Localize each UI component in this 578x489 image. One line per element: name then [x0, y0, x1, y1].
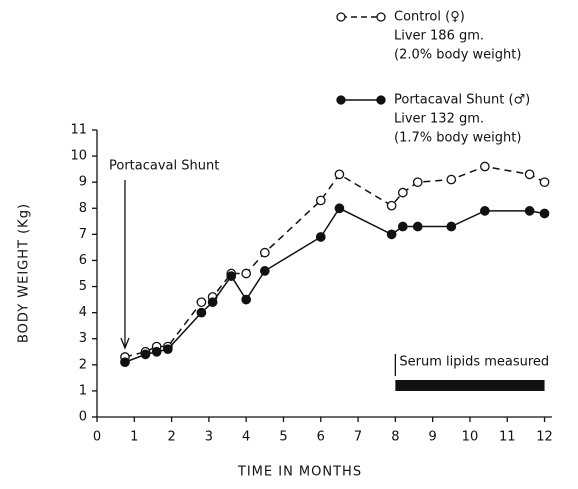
point: [397, 221, 408, 232]
y-tick-label: 10: [70, 149, 87, 164]
y-tick-label: 1: [79, 383, 87, 398]
point: [524, 169, 535, 180]
legend-note: Liver 186 gm.: [394, 29, 484, 44]
x-tick-label: 8: [391, 430, 399, 445]
point: [241, 268, 252, 279]
y-tick-label: 7: [79, 227, 87, 242]
x-tick-label: 2: [167, 430, 175, 445]
x-tick-label: 11: [499, 430, 516, 445]
arrow-head: [120, 337, 130, 350]
x-tick-label: 0: [93, 430, 101, 445]
point: [120, 357, 130, 368]
y-tick-label: 8: [79, 201, 87, 216]
legend-marker: [376, 12, 386, 22]
x-axis-label: TIME IN MONTHS: [237, 465, 362, 480]
legend-marker: [336, 95, 346, 105]
point: [196, 307, 207, 318]
x-tick-label: 12: [536, 430, 553, 445]
x-tick-label: 3: [205, 430, 213, 445]
x-tick-label: 7: [354, 430, 362, 445]
series-line: [124, 207, 545, 363]
point: [151, 346, 162, 357]
y-tick-label: 11: [70, 123, 87, 138]
y-tick-label: 0: [79, 410, 87, 425]
y-tick-label: 6: [79, 253, 87, 268]
point: [446, 221, 457, 232]
legend-note: Liver 132 gm.: [394, 112, 484, 127]
x-tick-label: 6: [317, 430, 325, 445]
point: [524, 206, 535, 216]
x-tick-label: 10: [462, 430, 479, 445]
point: [397, 187, 408, 198]
point: [480, 161, 490, 172]
point: [539, 177, 550, 188]
point: [259, 266, 270, 276]
point: [334, 169, 345, 180]
legend-note: (2.0% body weight): [394, 48, 521, 63]
annotation-bar: [395, 380, 545, 391]
legend-label: Portacaval Shunt (♂): [394, 93, 530, 108]
point: [412, 177, 423, 188]
legend-marker: [376, 95, 386, 105]
point: [386, 229, 397, 240]
point: [539, 208, 550, 219]
x-tick-label: 5: [279, 430, 287, 445]
point: [140, 349, 151, 360]
annotation: Serum lipids measured: [399, 355, 549, 370]
point: [226, 271, 237, 281]
y-tick-label: 3: [79, 331, 87, 346]
y-tick-label: 9: [79, 175, 87, 190]
legend-marker: [336, 12, 346, 22]
point: [259, 247, 270, 258]
point: [315, 195, 326, 206]
point: [412, 221, 423, 232]
legend-label: Control (♀): [394, 10, 465, 25]
point: [386, 200, 397, 211]
legend-note: (1.7% body weight): [394, 131, 521, 146]
point: [315, 232, 326, 242]
x-tick-label: 1: [130, 430, 138, 445]
x-tick-label: 4: [242, 430, 250, 445]
point: [207, 297, 218, 308]
y-axis-label: BODY WEIGHT (Kg): [17, 203, 32, 343]
y-tick-label: 5: [79, 279, 87, 294]
point: [241, 294, 252, 305]
point: [446, 174, 457, 185]
point: [163, 344, 173, 355]
y-tick-label: 2: [79, 357, 87, 372]
x-tick-label: 9: [429, 430, 437, 445]
point: [196, 297, 207, 308]
annotation: Portacaval Shunt: [109, 159, 219, 174]
y-tick-label: 4: [79, 305, 87, 320]
point: [334, 203, 345, 214]
point: [480, 206, 490, 216]
